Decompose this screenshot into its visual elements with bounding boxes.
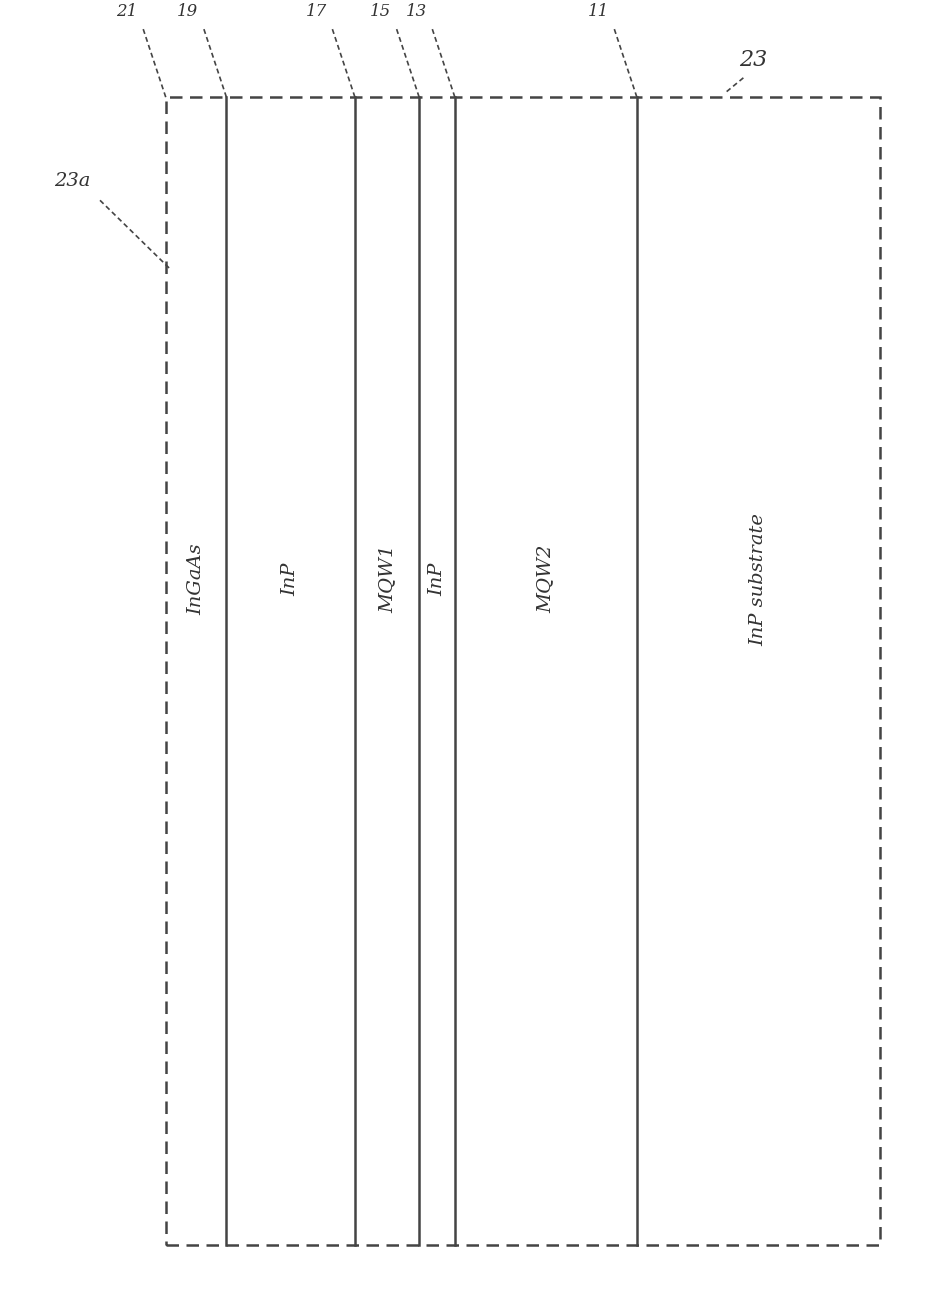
Text: 19: 19 (177, 3, 198, 20)
Text: MQW2: MQW2 (537, 545, 555, 613)
Text: 21: 21 (116, 3, 138, 20)
Text: 11: 11 (588, 3, 609, 20)
Text: 23: 23 (739, 50, 767, 72)
Text: InGaAs: InGaAs (187, 544, 205, 615)
Bar (166, 98, 880, 1244)
Text: InP substrate: InP substrate (749, 512, 767, 645)
Text: InP: InP (428, 562, 446, 596)
Text: 17: 17 (305, 3, 327, 20)
Text: InP: InP (282, 562, 300, 596)
Text: 23a: 23a (55, 172, 90, 190)
Text: 13: 13 (405, 3, 427, 20)
Text: 15: 15 (369, 3, 391, 20)
Text: MQW1: MQW1 (378, 545, 396, 613)
